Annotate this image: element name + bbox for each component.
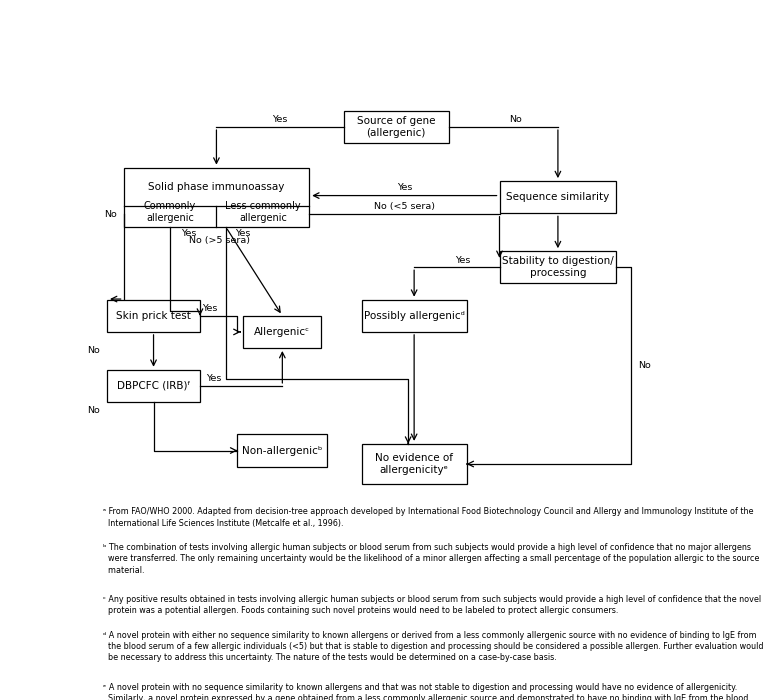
Text: Yes: Yes — [202, 304, 217, 314]
Text: No (<5 sera): No (<5 sera) — [374, 202, 435, 211]
Bar — [237, 434, 327, 467]
Text: Commonly
allergenic: Commonly allergenic — [144, 201, 196, 223]
Bar — [499, 181, 616, 214]
Text: Yes: Yes — [181, 229, 196, 238]
Text: No (>5 sera): No (>5 sera) — [189, 236, 250, 245]
Text: ᵉ A novel protein with no sequence similarity to known allergens and that was no: ᵉ A novel protein with no sequence simil… — [103, 682, 761, 700]
Text: Non-allergenicᵇ: Non-allergenicᵇ — [242, 445, 322, 456]
Text: No: No — [104, 211, 117, 220]
Bar — [243, 316, 322, 348]
Text: Skin prick test: Skin prick test — [116, 311, 191, 321]
Text: Less commonly
allergenic: Less commonly allergenic — [225, 201, 301, 223]
Text: DBPCFC (IRB)ᶠ: DBPCFC (IRB)ᶠ — [117, 381, 190, 391]
Text: ᵈ A novel protein with either no sequence similarity to known allergens or deriv: ᵈ A novel protein with either no sequenc… — [103, 631, 763, 662]
Text: No evidence of
allergenicityᵉ: No evidence of allergenicityᵉ — [375, 453, 453, 475]
Bar — [124, 167, 309, 227]
Text: No: No — [638, 361, 651, 370]
Bar — [499, 251, 616, 284]
Text: Sequence similarity: Sequence similarity — [506, 193, 610, 202]
Text: Possibly allergenicᵈ: Possibly allergenicᵈ — [364, 311, 465, 321]
Text: Solid phase immunoassay: Solid phase immunoassay — [148, 181, 284, 192]
Text: Yes: Yes — [397, 183, 412, 192]
Text: ᵇ The combination of tests involving allergic human subjects or blood serum from: ᵇ The combination of tests involving all… — [103, 542, 759, 575]
Text: Allergenicᶜ: Allergenicᶜ — [254, 327, 310, 337]
Bar — [107, 370, 200, 402]
Bar — [344, 111, 448, 144]
Text: Source of gene
(allergenic): Source of gene (allergenic) — [357, 116, 435, 138]
Text: No: No — [87, 346, 100, 356]
Bar — [362, 300, 467, 332]
Text: ᶜ Any positive results obtained in tests involving allergic human subjects or bl: ᶜ Any positive results obtained in tests… — [103, 595, 761, 615]
Text: No: No — [87, 405, 100, 414]
Text: No: No — [509, 115, 522, 123]
Text: ᵃ From FAO/WHO 2000. Adapted from decision-tree approach developed by Internatio: ᵃ From FAO/WHO 2000. Adapted from decisi… — [103, 507, 753, 528]
Text: Yes: Yes — [206, 374, 221, 384]
Text: Stability to digestion/
processing: Stability to digestion/ processing — [502, 256, 614, 278]
Text: Yes: Yes — [235, 229, 250, 238]
Text: Yes: Yes — [272, 115, 288, 123]
Bar — [362, 444, 467, 484]
Text: Yes: Yes — [455, 256, 471, 265]
Bar — [107, 300, 200, 332]
